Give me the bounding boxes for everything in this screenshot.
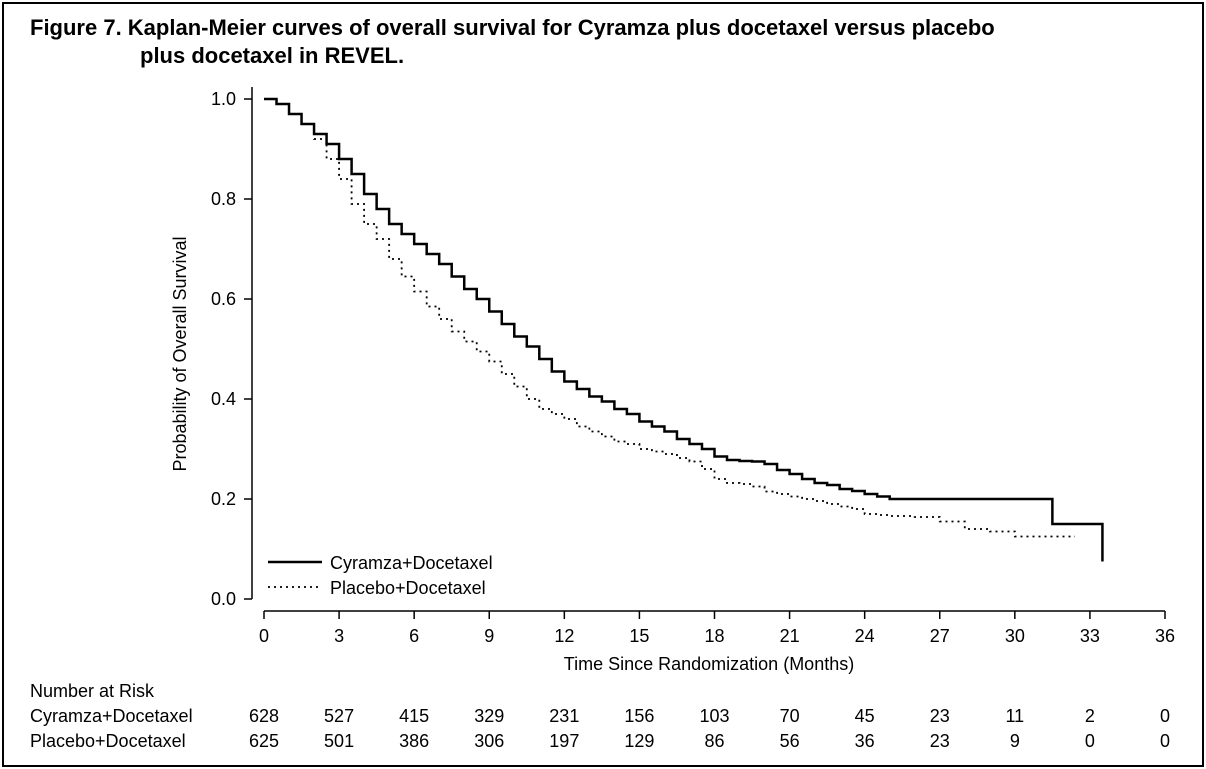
figure-title-line-2: plus docetaxel in REVEL. — [140, 43, 405, 68]
risk-row-label-cyramza: Cyramza+Docetaxel — [30, 706, 193, 726]
risk-value: 23 — [929, 706, 950, 726]
y-tick-label: 0.0 — [211, 589, 236, 609]
chart-curves — [264, 97, 1104, 562]
x-tick-label: 36 — [1155, 626, 1175, 646]
x-tick-label: 21 — [780, 626, 800, 646]
risk-value: 527 — [324, 706, 355, 726]
risk-value: 103 — [699, 706, 730, 726]
curve-cyramza-docetaxel — [264, 97, 1104, 562]
risk-value: 0 — [1159, 706, 1170, 726]
risk-value: 23 — [929, 731, 950, 751]
risk-value: 197 — [549, 731, 580, 751]
y-tick-label: 0.2 — [211, 489, 236, 509]
chart-axes: 0.00.20.40.60.81.00 3 6 9 12 15 18 21 24 27 30 33 36 — [211, 87, 1175, 646]
y-axis-label: Probability of Overall Survival — [170, 236, 190, 471]
risk-value: 501 — [324, 731, 355, 751]
risk-value: 415 — [399, 706, 430, 726]
legend-label-placebo: Placebo+Docetaxel — [330, 578, 486, 598]
legend-label-cyramza: Cyramza+Docetaxel — [330, 553, 493, 573]
x-tick-label: 15 — [629, 626, 649, 646]
x-tick-label: 3 — [334, 626, 344, 646]
x-tick-label: 30 — [1005, 626, 1025, 646]
y-tick-label: 0.8 — [211, 189, 236, 209]
chart-legend: Cyramza+Docetaxel Placebo+Docetaxel — [268, 553, 493, 598]
x-tick-label: 12 — [554, 626, 574, 646]
risk-value: 70 — [779, 706, 800, 726]
y-tick-label: 1.0 — [211, 89, 236, 109]
risk-value: 56 — [779, 731, 800, 751]
risk-value: 2 — [1084, 706, 1095, 726]
risk-value: 625 — [248, 731, 280, 751]
risk-value: 628 — [248, 706, 280, 726]
figure-title-line-1: Figure 7. Kaplan-Meier curves of overall… — [30, 15, 995, 40]
risk-value: 306 — [474, 731, 505, 751]
y-tick-label: 0.4 — [211, 389, 236, 409]
curve-placebo-docetaxel — [264, 98, 1075, 538]
risk-value: 386 — [399, 731, 430, 751]
risk-value: 11 — [1005, 706, 1025, 726]
x-tick-label: 24 — [855, 626, 875, 646]
risk-value: 86 — [704, 731, 725, 751]
x-axis-label: Time Since Randomization (Months) — [564, 654, 854, 674]
risk-value: 231 — [549, 706, 580, 726]
x-tick-label: 18 — [704, 626, 724, 646]
x-tick-label: 9 — [484, 626, 494, 646]
x-tick-label: 0 — [259, 626, 269, 646]
risk-value: 36 — [854, 731, 875, 751]
x-tick-label: 27 — [930, 626, 950, 646]
risk-value: 329 — [474, 706, 505, 726]
figure-title: Figure 7. Kaplan-Meier curves of overall… — [30, 14, 995, 70]
risk-value: 0 — [1159, 731, 1170, 751]
risk-value: 0 — [1084, 731, 1095, 751]
risk-row-label-placebo: Placebo+Docetaxel — [30, 731, 186, 751]
risk-value: 129 — [624, 731, 655, 751]
risk-value: 156 — [624, 706, 655, 726]
risk-table-heading: Number at Risk — [30, 681, 155, 701]
x-tick-label: 33 — [1080, 626, 1100, 646]
y-tick-label: 0.6 — [211, 289, 236, 309]
risk-value: 9 — [1009, 731, 1020, 751]
x-tick-label: 6 — [409, 626, 419, 646]
risk-value: 45 — [854, 706, 875, 726]
